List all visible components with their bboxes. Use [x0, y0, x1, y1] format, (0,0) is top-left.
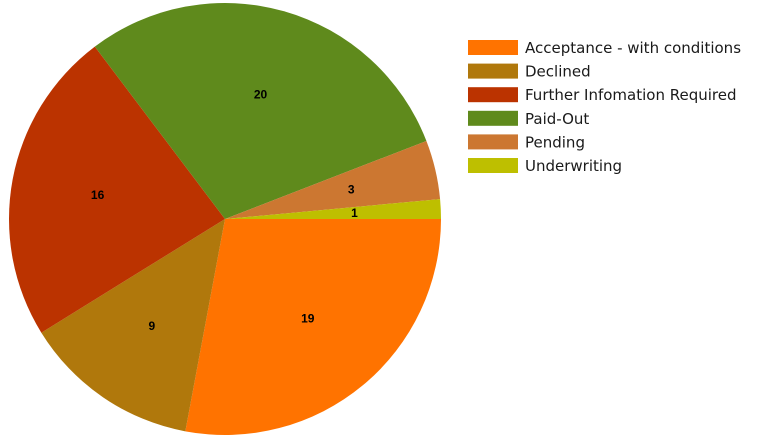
slice-value-label: 16	[91, 188, 105, 202]
legend-swatch	[468, 134, 518, 150]
legend-label: Declined	[525, 63, 591, 81]
pie-slice-underwriting	[225, 199, 441, 219]
legend-label: Paid-Out	[525, 110, 589, 128]
pie-slice-pending	[225, 140, 441, 219]
legend-swatch	[468, 63, 518, 79]
pie-slice-acceptance-with-conditions	[185, 219, 441, 435]
legend-swatch	[468, 87, 518, 103]
pie-slice-declined	[41, 219, 225, 432]
legend-label: Underwriting	[525, 157, 622, 175]
legend-swatch	[468, 110, 518, 126]
legend-label: Further Infomation Required	[525, 86, 737, 104]
pie-slice-further-infomation-required	[8, 46, 226, 333]
pie-slice-paid-out	[94, 3, 427, 220]
legend-swatch	[468, 40, 518, 55]
legend-label: Acceptance - with conditions	[525, 39, 741, 57]
legend: Acceptance - with conditions Declined Furt…	[468, 39, 741, 175]
legend-swatch	[468, 158, 518, 173]
slice-labels: 19 9 16 20 3 1	[91, 87, 358, 333]
slice-value-label: 19	[301, 312, 315, 326]
slice-value-label: 9	[148, 319, 155, 333]
legend-label: Pending	[525, 133, 585, 151]
slice-value-label: 20	[254, 87, 268, 101]
slice-value-label: 3	[348, 182, 355, 196]
slice-value-label: 1	[351, 206, 358, 220]
pie-slices	[8, 3, 441, 435]
